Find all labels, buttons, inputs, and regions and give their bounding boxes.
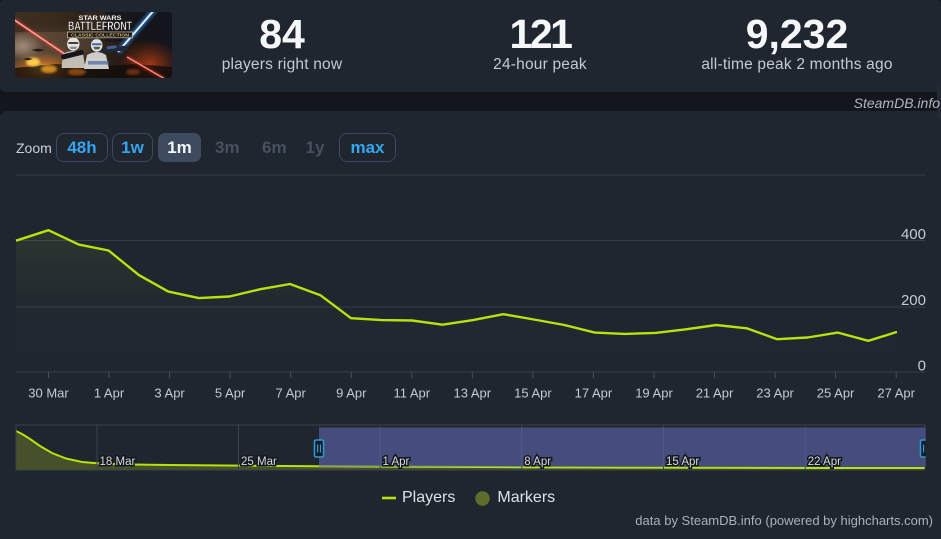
svg-text:23 Apr: 23 Apr	[756, 386, 794, 401]
svg-text:13 Apr: 13 Apr	[454, 386, 492, 401]
svg-text:5 Apr: 5 Apr	[215, 386, 246, 401]
svg-text:200: 200	[901, 292, 926, 309]
svg-text:21 Apr: 21 Apr	[696, 386, 734, 401]
svg-text:11 Apr: 11 Apr	[393, 386, 430, 401]
svg-text:STAR WARS: STAR WARS	[79, 15, 123, 22]
svg-text:9 Apr: 9 Apr	[336, 386, 367, 401]
svg-text:19 Apr: 19 Apr	[635, 386, 673, 401]
svg-text:1 Apr: 1 Apr	[94, 386, 125, 401]
svg-text:400: 400	[901, 226, 926, 243]
svg-text:17 Apr: 17 Apr	[575, 386, 613, 401]
svg-text:27 Apr: 27 Apr	[877, 386, 915, 401]
svg-text:25 Mar: 25 Mar	[241, 456, 277, 468]
svg-text:15 Apr: 15 Apr	[666, 456, 699, 468]
svg-text:BATTLEFRONT: BATTLEFRONT	[68, 20, 132, 33]
svg-text:1 Apr: 1 Apr	[383, 456, 410, 468]
svg-text:CLASSIC COLLECTION: CLASSIC COLLECTION	[71, 33, 130, 38]
svg-text:8 Apr: 8 Apr	[524, 456, 551, 468]
svg-text:7 Apr: 7 Apr	[276, 386, 307, 401]
svg-text:25 Apr: 25 Apr	[817, 386, 855, 401]
svg-text:22 Apr: 22 Apr	[808, 456, 841, 468]
svg-text:0: 0	[918, 358, 926, 375]
svg-text:30 Mar: 30 Mar	[28, 386, 69, 401]
svg-text:15 Apr: 15 Apr	[514, 386, 552, 401]
svg-text:3 Apr: 3 Apr	[154, 386, 185, 401]
svg-text:18 Mar: 18 Mar	[100, 456, 136, 468]
